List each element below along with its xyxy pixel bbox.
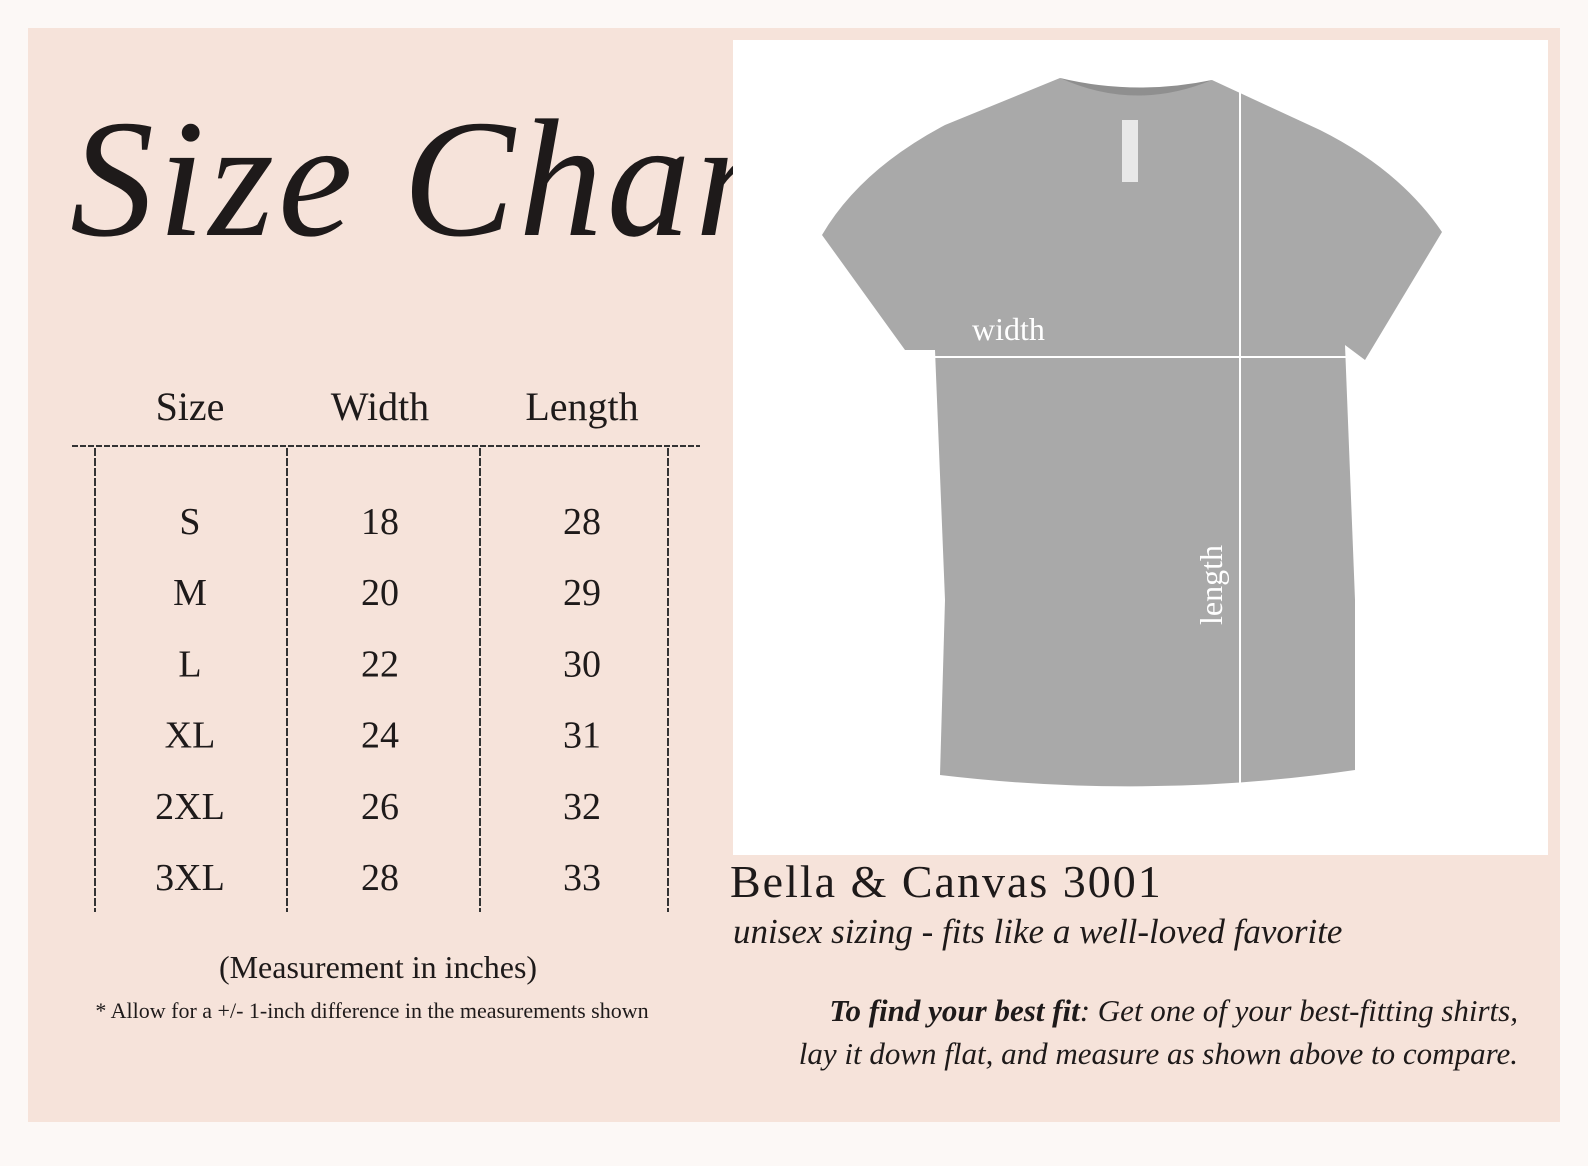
table-cell: 26 xyxy=(361,786,399,828)
unit-note: (Measurement in inches) xyxy=(219,949,537,985)
table-cell: 22 xyxy=(361,643,399,685)
table-cell: 32 xyxy=(563,786,601,828)
table-cell: 2XL xyxy=(155,786,225,828)
column-header: Length xyxy=(525,384,638,429)
fit-text: : Get one of your best-fitting shirts, xyxy=(1080,993,1518,1028)
collar xyxy=(1060,78,1212,96)
table-cell: 30 xyxy=(563,643,601,685)
table-cell: 29 xyxy=(563,572,601,614)
tolerance-note: * Allow for a +/- 1-inch difference in t… xyxy=(95,998,648,1023)
length-label: length xyxy=(1193,545,1229,625)
table-cell: M xyxy=(173,572,207,614)
table-cell: XL xyxy=(165,715,216,757)
table-cell: 20 xyxy=(361,572,399,614)
title: Size Chart xyxy=(70,86,815,272)
table-cell: L xyxy=(178,643,201,685)
table-cell: S xyxy=(179,501,200,543)
table-cell: 24 xyxy=(361,715,399,757)
fit-line-2: lay it down flat, and measure as shown a… xyxy=(799,1036,1518,1071)
column-header: Width xyxy=(331,384,429,429)
product-subtitle: unisex sizing - fits like a well-loved f… xyxy=(733,912,1342,951)
table-cell: 28 xyxy=(361,857,399,899)
table-cell: 28 xyxy=(563,501,601,543)
table-cell: 33 xyxy=(563,857,601,899)
table-cell: 3XL xyxy=(155,857,225,899)
product-name: Bella & Canvas 3001 xyxy=(730,856,1163,907)
size-table: Size Width Length S 18 28 M 20 29 L 22 30 XL 24 31 2XL 2… xyxy=(155,384,638,899)
fit-lead: To find your best fit xyxy=(829,993,1081,1028)
tag xyxy=(1122,120,1138,182)
fit-line-1: To find your best fit: Get one of your b… xyxy=(829,993,1518,1028)
table-cell: 18 xyxy=(361,501,399,543)
column-rules xyxy=(94,448,669,912)
tshirt xyxy=(822,78,1442,787)
column-header: Size xyxy=(156,384,225,429)
width-label: width xyxy=(972,311,1045,347)
table-cell: 31 xyxy=(563,715,601,757)
